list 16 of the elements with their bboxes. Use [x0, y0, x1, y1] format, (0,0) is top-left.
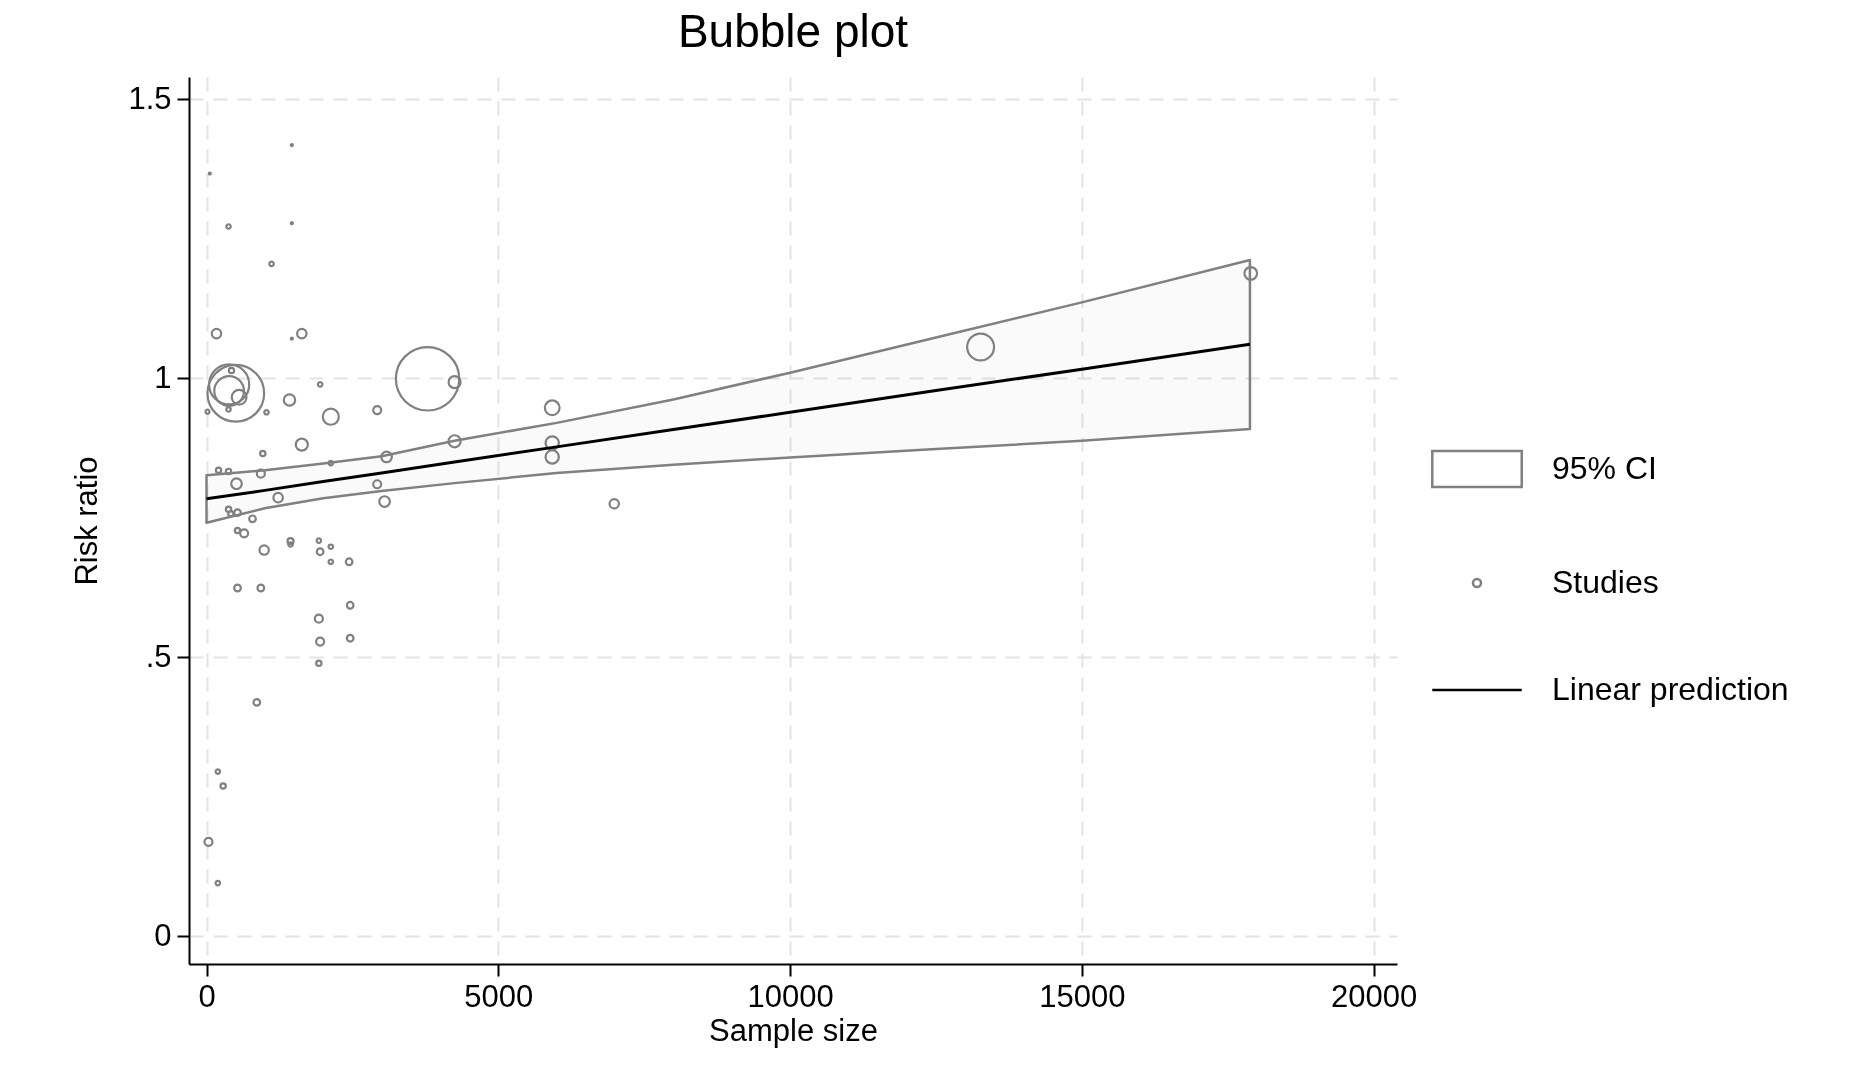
x-tick-label: 0	[198, 978, 216, 1014]
x-axis-title: Sample size	[709, 1012, 878, 1048]
x-tick-label: 20000	[1331, 978, 1418, 1014]
x-tick-label: 5000	[464, 978, 534, 1014]
text: 95% CI	[1552, 450, 1657, 486]
y-axis-title: Risk ratio	[69, 456, 105, 586]
line-series	[205, 342, 1252, 501]
chart-title: Bubble plot	[677, 5, 909, 57]
y-tick-label: 1.5	[128, 80, 172, 116]
y-tick-label: 0	[154, 917, 172, 953]
x-tick-label: 10000	[747, 978, 834, 1014]
y-tick-label: 1	[154, 359, 172, 395]
x-tick-label: 15000	[1039, 978, 1126, 1014]
legend-label: Linear prediction	[1552, 671, 1789, 707]
legend-label: Studies	[1552, 564, 1659, 600]
y-tick-label: .5	[145, 638, 172, 674]
